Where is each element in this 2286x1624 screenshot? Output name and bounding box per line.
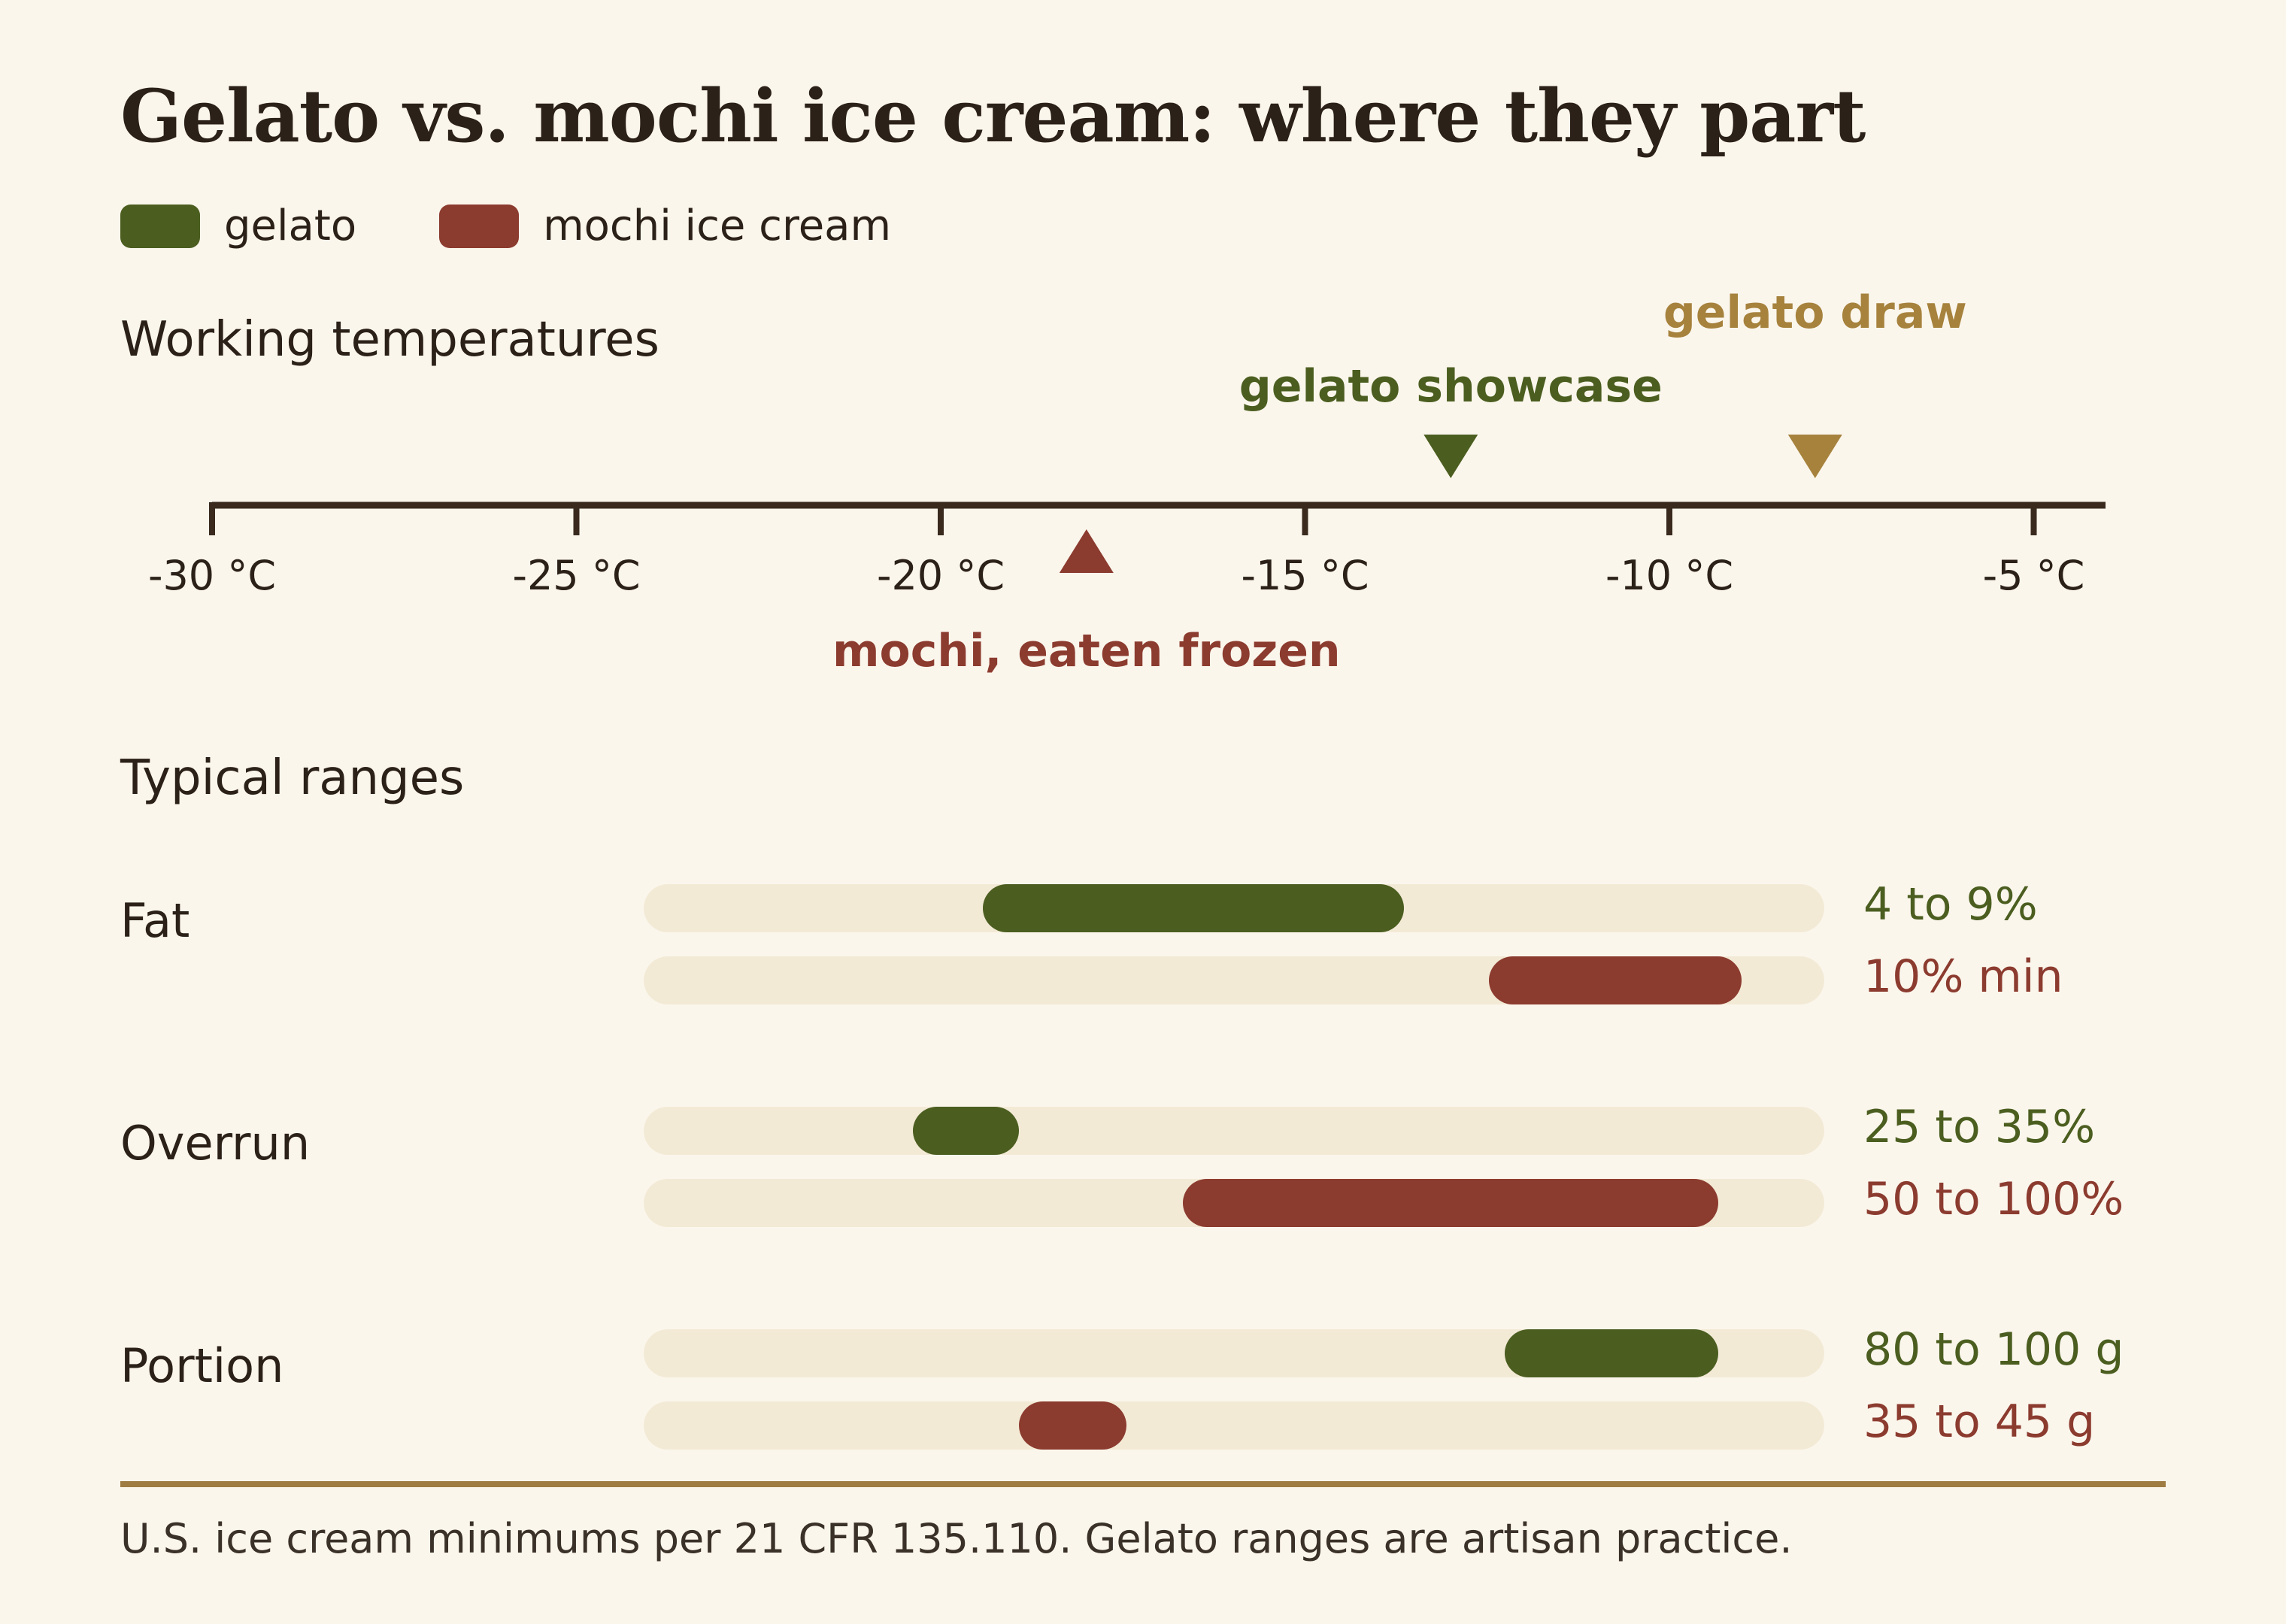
metric-label-portion: Portion	[120, 1338, 284, 1393]
range-track	[644, 1179, 1824, 1227]
range-track	[644, 956, 1824, 1004]
range-value-label: 80 to 100 g	[1863, 1323, 2124, 1376]
legend-swatch-gelato	[120, 204, 200, 248]
temperature-marker-down	[1423, 435, 1478, 478]
temperature-tick-label: -10 °C	[1605, 552, 1733, 599]
footer-rule	[120, 1481, 2166, 1487]
legend-item-gelato: gelato	[120, 201, 356, 250]
temperature-axis-chart: -30 °C -25 °C -20 °C -15 °C -10 °C -5 °C gelat…	[148, 286, 2106, 677]
temperature-marker-label-mochi-frozen: mochi, eaten frozen	[832, 625, 1341, 677]
temperature-marker-label-gelato-showcase: gelato showcase	[1239, 360, 1663, 413]
range-value-label: 50 to 100%	[1863, 1173, 2124, 1226]
range-bar-gelato-portion	[1504, 1329, 1718, 1377]
range-bar-mochi-overrun	[1183, 1179, 1718, 1227]
range-bar-gelato-overrun	[912, 1107, 1020, 1155]
legend: gelato mochi ice cream	[120, 201, 974, 250]
range-value-label: 10% min	[1863, 950, 2063, 1003]
range-track	[644, 1329, 1824, 1377]
legend-label-mochi: mochi ice cream	[543, 201, 892, 250]
temperature-tick-label: -25 °C	[512, 552, 640, 599]
ranges-section-title: Typical ranges	[120, 750, 465, 806]
temperature-tick-label: -20 °C	[877, 552, 1005, 599]
metric-label-fat: Fat	[120, 893, 190, 948]
range-track	[644, 1401, 1824, 1450]
temperature-tick-label: -15 °C	[1241, 552, 1369, 599]
metric-label-overrun: Overrun	[120, 1116, 311, 1171]
range-value-label: 4 to 9%	[1863, 878, 2038, 931]
range-bar-mochi-fat	[1489, 956, 1742, 1004]
range-value-label: 35 to 45 g	[1863, 1395, 2096, 1448]
legend-swatch-mochi	[439, 204, 520, 248]
temperature-tick-label: -30 °C	[148, 552, 276, 599]
temperature-marker-up	[1059, 529, 1114, 573]
range-track	[644, 884, 1824, 932]
range-track	[644, 1107, 1824, 1155]
range-value-label: 25 to 35%	[1863, 1101, 2096, 1153]
chart-title: Gelato vs. mochi ice cream: where they p…	[120, 74, 1866, 159]
temperature-marker-label-gelato-draw: gelato draw	[1663, 286, 1967, 339]
legend-label-gelato: gelato	[224, 201, 357, 250]
range-bar-mochi-portion	[1019, 1401, 1127, 1450]
range-bar-gelato-fat	[982, 884, 1405, 932]
legend-item-mochi: mochi ice cream	[439, 201, 891, 250]
temperature-marker-down	[1787, 435, 1842, 478]
temperature-tick-label: -5 °C	[1983, 552, 2085, 599]
footnote: U.S. ice cream minimums per 21 CFR 135.1…	[120, 1515, 1793, 1562]
temperature-section-title: Working temperatures	[120, 312, 659, 368]
